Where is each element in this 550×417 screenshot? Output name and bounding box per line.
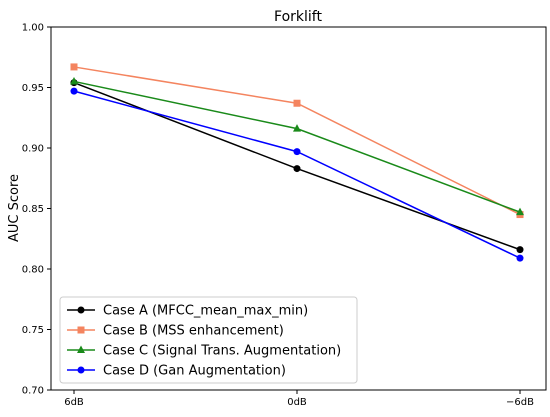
data-point — [293, 148, 301, 156]
data-point — [516, 207, 524, 216]
data-point — [516, 254, 524, 262]
y-tick-label: 0.85 — [22, 204, 44, 215]
data-point — [293, 165, 301, 173]
legend-label: Case B (MSS enhancement) — [103, 324, 284, 339]
legend-item: Case A (MFCC_mean_max_min) — [67, 304, 308, 319]
legend-label: Case C (Signal Trans. Augmentation) — [103, 344, 341, 359]
y-tick-label: 0.95 — [22, 83, 44, 94]
legend-box — [59, 296, 358, 384]
legend-item: Case C (Signal Trans. Augmentation) — [67, 344, 341, 359]
chart-title: Forklift — [274, 9, 322, 25]
series-line — [73, 90, 521, 259]
legend-marker — [77, 306, 85, 314]
data-point — [516, 246, 524, 254]
y-axis: 0.70 0.75 0.80 0.85 0.90 0.95 1.00 — [22, 23, 51, 397]
legend-marker — [77, 345, 85, 353]
legend-item: Case D (Gan Augmentation) — [67, 364, 286, 379]
legend-label: Case D (Gan Augmentation) — [103, 364, 286, 379]
legend: Case A (MFCC_mean_max_min) Case B (MSS en… — [59, 296, 358, 384]
legend-label: Case A (MFCC_mean_max_min) — [103, 304, 308, 319]
data-point — [70, 76, 78, 85]
x-tick-label: 6dB — [64, 397, 84, 408]
legend-marker — [77, 366, 85, 374]
y-tick-label: 0.70 — [22, 386, 44, 397]
data-point — [70, 63, 78, 71]
data-point — [293, 99, 301, 107]
x-axis: 6dB 0dB −6dB — [64, 390, 534, 408]
series-line — [73, 66, 521, 216]
y-tick-label: 1.00 — [22, 23, 44, 34]
y-tick-label: 0.90 — [22, 144, 44, 155]
x-tick-label: 0dB — [287, 397, 307, 408]
series-b — [70, 63, 524, 219]
y-axis-label: AUC Score — [7, 174, 22, 242]
series-c — [70, 76, 524, 216]
y-tick-label: 0.75 — [22, 325, 44, 336]
data-point — [293, 124, 301, 132]
x-tick-label: −6dB — [506, 397, 534, 408]
legend-marker — [77, 326, 85, 334]
data-point — [70, 87, 78, 95]
y-tick-label: 0.80 — [22, 265, 44, 276]
legend-item: Case B (MSS enhancement) — [67, 324, 284, 339]
series-d — [70, 87, 524, 262]
series-layer — [70, 63, 524, 262]
